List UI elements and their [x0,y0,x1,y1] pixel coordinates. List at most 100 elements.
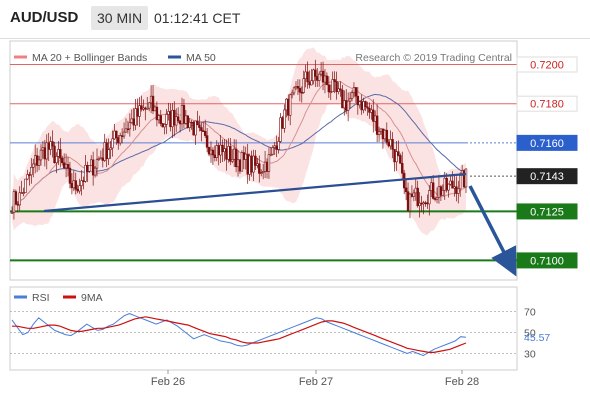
candle [260,169,263,177]
candle [302,70,305,94]
candle [329,84,332,101]
support-trendline [43,172,467,213]
candle [333,71,336,94]
candle [314,59,317,88]
candle [277,136,280,154]
candle [200,122,203,142]
candle [196,110,199,126]
timestamp: 01:12:41 CET [154,10,241,26]
candle [126,120,130,134]
candle [279,112,282,143]
candle [205,128,209,153]
candle [431,174,435,200]
candle [341,84,344,109]
candle [377,126,381,142]
candle [78,178,81,194]
candle [159,109,162,127]
candle [428,185,431,216]
candle [147,101,151,112]
candle [325,72,329,86]
candle [10,206,14,214]
candle [134,98,137,131]
header-divider [0,38,590,39]
level-label-1: 0.7180 [530,99,564,111]
rsi-tick-50: 50 [524,328,536,340]
rsi-lines [11,313,467,357]
candle [163,123,166,135]
candle [37,155,41,171]
legend-label-9ma: 9MA [81,292,103,304]
legend: MA 20 + Bollinger Bands MA 50 Research ©… [14,52,512,64]
chart-frame: MA 20 + Bollinger Bands MA 50 Research ©… [0,39,590,400]
candle [418,192,421,218]
candle [283,104,286,133]
level-label-0: 0.7200 [530,60,564,72]
candle [231,149,234,164]
x-tick-label-0: Feb 26 [151,376,185,388]
candle [26,169,29,181]
candle [80,170,83,196]
main-panel-border [9,40,518,281]
candle [404,178,408,201]
candle [317,71,321,87]
candle [128,113,132,137]
rsi-last-value: 45.57 [524,332,550,344]
candle [281,115,284,129]
rsi-legend: RSI 9MA [14,292,103,304]
candle [115,130,118,145]
candle [124,118,128,133]
candle [269,147,273,157]
candle [59,138,62,168]
legend-label-ma20: MA 20 + Bollinger Bands [32,52,147,64]
forecast-arrow [468,185,517,277]
candle [192,120,195,136]
candle [391,132,394,159]
candle [28,171,31,186]
candle [188,118,191,132]
chart-svg: MA 20 + Bollinger Bands MA 50 Research ©… [9,40,578,388]
candle [61,155,64,166]
x-tick-label-2: Feb 28 [445,376,479,388]
legend-label-rsi: RSI [32,292,50,304]
rsi-panel-border [9,286,518,371]
candle [194,120,197,145]
candle [408,192,412,219]
candle [122,122,126,139]
candle [151,84,155,115]
candle [271,145,275,156]
x-axis: Feb 26 Feb 27 Feb 28 [151,370,479,388]
candle [182,98,186,128]
rsi-tick-30: 30 [524,349,536,361]
candle [399,153,402,164]
candle [385,122,388,145]
candle [457,180,460,204]
candle [288,93,292,126]
rsi-line [11,313,467,357]
candle [464,168,468,193]
timeframe-badge[interactable]: 30 MIN [91,6,149,30]
candle [95,148,99,177]
candle [39,144,43,166]
candle [198,115,201,132]
rsi-9ma-line [12,316,467,353]
candle [364,100,367,112]
research-credit: Research © 2019 Trading Central [355,52,512,64]
candle [331,71,334,93]
candle [401,151,404,179]
currency-pair-title: AUD/USD [10,9,79,26]
candle [435,187,439,204]
candle [18,186,21,211]
candle [74,172,77,195]
candle [306,61,309,89]
candle [30,158,33,184]
candle [51,130,54,158]
candle [290,89,294,99]
candle [348,91,352,109]
candle [161,122,164,128]
candle [91,151,95,186]
candle [66,156,70,177]
candle [118,132,122,146]
candle [140,95,143,112]
candle [292,86,296,96]
candle [462,169,466,188]
